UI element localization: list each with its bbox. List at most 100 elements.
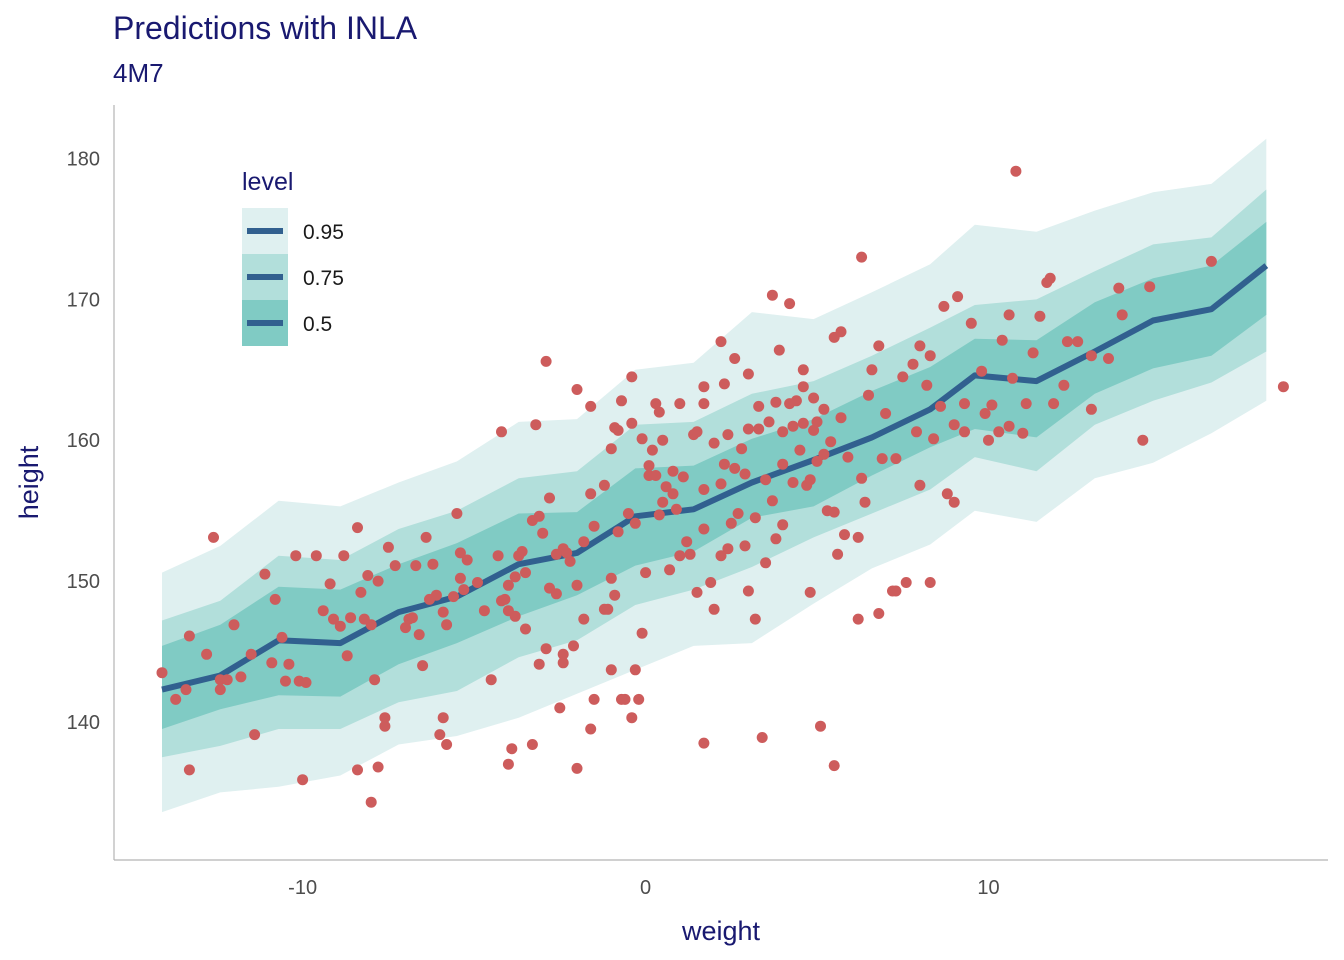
data-point bbox=[993, 426, 1005, 438]
data-point bbox=[976, 365, 988, 377]
data-point bbox=[784, 398, 796, 410]
data-point bbox=[180, 684, 192, 696]
data-point bbox=[588, 520, 600, 532]
data-point bbox=[938, 300, 950, 312]
data-point bbox=[300, 677, 312, 688]
data-point bbox=[557, 657, 569, 669]
legend-label: 0.95 bbox=[303, 221, 344, 244]
data-point bbox=[718, 378, 730, 390]
data-point bbox=[249, 729, 261, 741]
data-point bbox=[808, 392, 820, 404]
data-point bbox=[667, 488, 679, 500]
data-point bbox=[760, 557, 772, 569]
data-point bbox=[804, 586, 816, 598]
data-point bbox=[777, 519, 789, 531]
legend: level 0.95 0.75 0.5 bbox=[242, 168, 344, 346]
data-point bbox=[561, 547, 573, 559]
data-point bbox=[928, 433, 940, 445]
data-point bbox=[965, 317, 977, 329]
data-point bbox=[324, 578, 336, 590]
data-point bbox=[472, 577, 483, 588]
data-point bbox=[753, 400, 765, 412]
data-point bbox=[540, 355, 552, 367]
data-point bbox=[629, 664, 641, 676]
data-point bbox=[530, 419, 542, 431]
y-tick-label: 170 bbox=[67, 289, 100, 311]
data-point bbox=[897, 371, 909, 383]
data-point bbox=[221, 674, 233, 686]
data-point bbox=[602, 603, 614, 615]
data-point bbox=[732, 508, 744, 519]
data-point bbox=[338, 550, 350, 562]
data-point bbox=[749, 512, 761, 524]
chart-title: Predictions with INLA bbox=[113, 10, 418, 46]
data-point bbox=[818, 448, 830, 460]
data-point bbox=[715, 336, 727, 348]
data-point bbox=[770, 533, 782, 545]
prediction-line bbox=[161, 263, 1269, 693]
data-point bbox=[742, 368, 754, 380]
data-point bbox=[983, 434, 994, 446]
data-point bbox=[835, 326, 847, 338]
data-point bbox=[1048, 398, 1060, 410]
data-point bbox=[605, 572, 617, 584]
data-point bbox=[328, 613, 339, 625]
data-point bbox=[626, 712, 638, 724]
data-point bbox=[509, 610, 521, 622]
data-point bbox=[276, 631, 288, 643]
data-point bbox=[526, 739, 538, 750]
data-point bbox=[297, 774, 309, 786]
data-point bbox=[622, 508, 634, 519]
data-point bbox=[585, 723, 597, 735]
data-point bbox=[410, 560, 422, 572]
data-point bbox=[1058, 379, 1070, 391]
data-point bbox=[280, 675, 291, 687]
data-point bbox=[959, 398, 970, 410]
data-point bbox=[461, 554, 473, 566]
prediction-line-layer bbox=[161, 263, 1269, 693]
data-point bbox=[170, 693, 182, 705]
observations bbox=[156, 165, 1289, 808]
data-point bbox=[454, 572, 466, 584]
data-point bbox=[636, 627, 648, 639]
data-point bbox=[698, 398, 710, 410]
data-point bbox=[413, 629, 425, 641]
data-point bbox=[352, 522, 363, 534]
data-point bbox=[787, 420, 799, 432]
data-point bbox=[1116, 309, 1128, 321]
data-point bbox=[818, 403, 830, 415]
data-point bbox=[183, 630, 195, 642]
data-point bbox=[208, 531, 219, 543]
data-point bbox=[739, 540, 751, 552]
data-point bbox=[310, 550, 322, 562]
data-point bbox=[698, 381, 710, 393]
data-point bbox=[609, 589, 621, 601]
data-point bbox=[454, 547, 466, 559]
data-point bbox=[921, 379, 933, 391]
data-point bbox=[345, 612, 357, 624]
data-point bbox=[856, 251, 868, 263]
data-point bbox=[650, 470, 662, 481]
data-point bbox=[924, 577, 936, 588]
data-point bbox=[787, 477, 799, 488]
data-point bbox=[626, 371, 638, 383]
data-point bbox=[496, 426, 507, 438]
data-point bbox=[266, 657, 278, 669]
data-point bbox=[259, 568, 271, 580]
data-point bbox=[859, 496, 871, 508]
data-point bbox=[478, 605, 490, 617]
x-axis-title: weight bbox=[681, 916, 761, 946]
data-point bbox=[674, 550, 686, 562]
data-point bbox=[756, 732, 768, 743]
data-point bbox=[616, 395, 627, 407]
data-point bbox=[784, 298, 796, 310]
data-point bbox=[382, 541, 394, 553]
data-point bbox=[742, 585, 754, 597]
data-point bbox=[557, 648, 569, 660]
data-point bbox=[1137, 434, 1149, 446]
data-point bbox=[520, 567, 531, 579]
data-point bbox=[369, 674, 381, 686]
data-point bbox=[609, 422, 621, 434]
data-point bbox=[355, 586, 367, 598]
data-point bbox=[1205, 255, 1217, 267]
